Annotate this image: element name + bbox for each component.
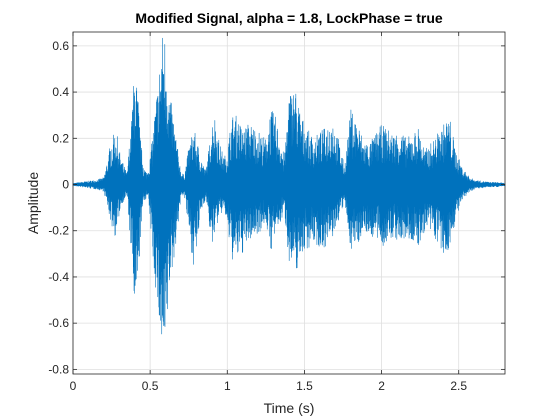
y-tick-label: -0.6 <box>48 316 69 330</box>
y-tick-label: -0.2 <box>48 224 69 238</box>
y-tick-label: -0.8 <box>48 362 69 376</box>
x-tick-label: 0 <box>70 379 77 393</box>
y-tick-label: 0.6 <box>52 39 69 53</box>
x-tick-label: 1 <box>224 379 231 393</box>
y-axis-label: Amplitude <box>25 172 41 234</box>
x-axis: 0 0.5 1 1.5 2 2.5 <box>70 32 467 393</box>
signal-series <box>72 37 506 335</box>
x-axis-label: Time (s) <box>264 400 315 416</box>
y-tick-label: 0 <box>62 178 69 192</box>
y-tick-label: -0.4 <box>48 270 69 284</box>
y-axis: -0.8 -0.6 -0.4 -0.2 0 0.2 0.4 0.6 <box>48 39 505 376</box>
x-tick-label: 2.5 <box>450 379 467 393</box>
x-tick-label: 0.5 <box>142 379 159 393</box>
axes-box <box>72 31 506 375</box>
y-tick-label: 0.2 <box>52 131 69 145</box>
y-tick-label: 0.4 <box>52 85 69 99</box>
chart-title: Modified Signal, alpha = 1.8, LockPhase … <box>135 10 443 26</box>
signal-line <box>72 37 506 335</box>
x-tick-label: 2 <box>378 379 385 393</box>
x-tick-label: 1.5 <box>296 379 313 393</box>
